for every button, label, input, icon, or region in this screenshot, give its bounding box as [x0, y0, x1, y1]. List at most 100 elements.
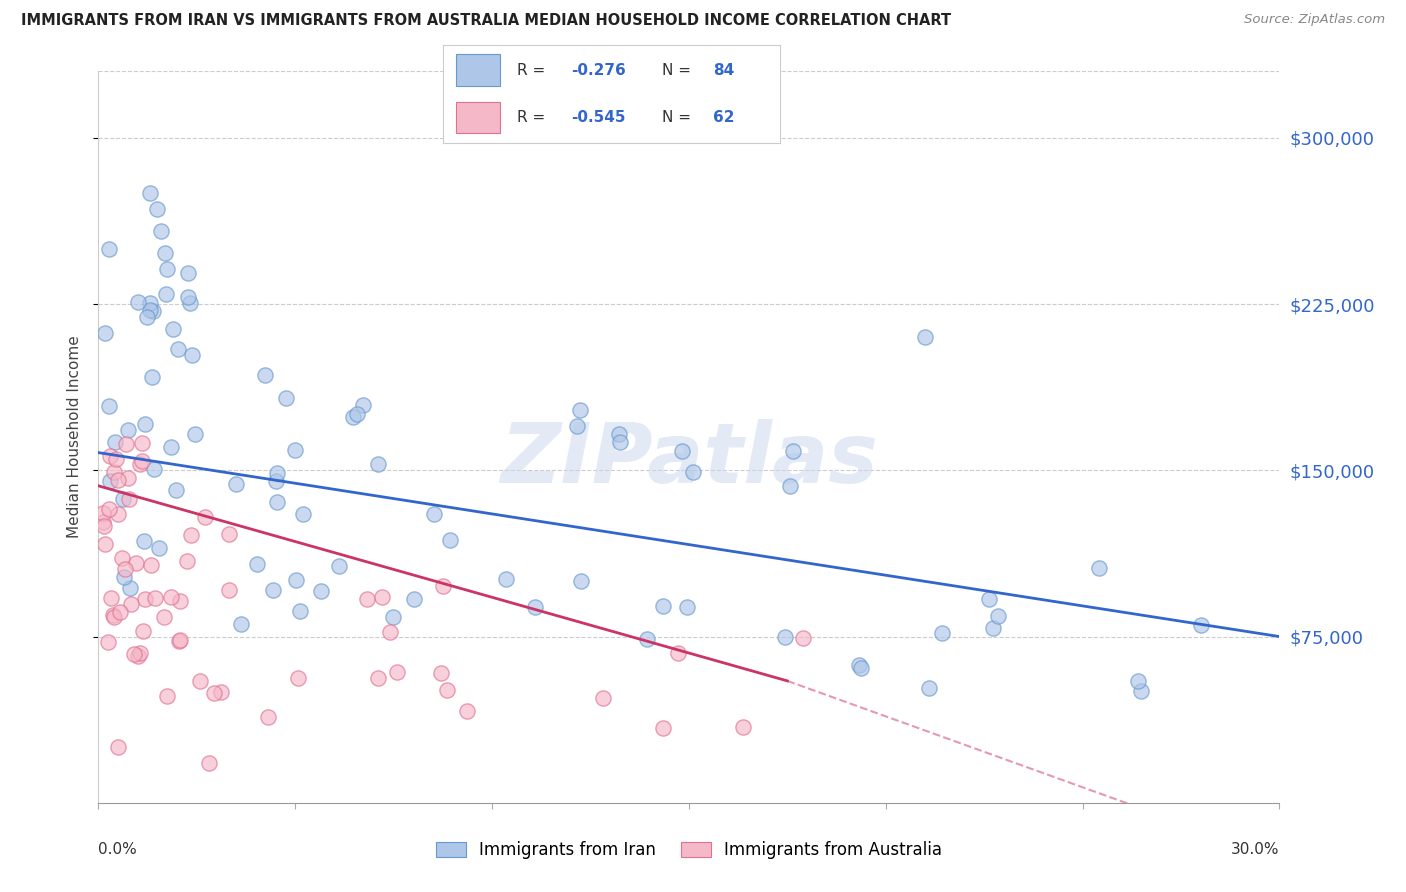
Point — [180, 527, 202, 541]
Point — [266, 466, 288, 480]
Text: R =: R = — [517, 62, 550, 78]
Point — [917, 681, 939, 695]
Text: R =: R = — [517, 110, 550, 125]
Point — [134, 417, 156, 431]
Point — [456, 704, 478, 718]
Point — [209, 685, 232, 699]
Point — [352, 398, 374, 412]
Point — [931, 626, 953, 640]
Text: 84: 84 — [713, 62, 734, 78]
Point — [111, 492, 134, 507]
Point — [98, 400, 121, 414]
Point — [775, 630, 797, 644]
Point — [292, 507, 315, 521]
Point — [179, 296, 201, 310]
Point — [181, 348, 204, 362]
Point — [132, 624, 155, 638]
Point — [779, 478, 801, 492]
Point — [138, 303, 160, 318]
Point — [97, 243, 120, 257]
Point — [118, 581, 141, 595]
Point — [101, 608, 124, 623]
Point — [225, 476, 247, 491]
Point — [184, 427, 207, 442]
Point — [328, 558, 350, 573]
Point — [987, 609, 1010, 624]
Point — [792, 631, 814, 645]
Point — [93, 519, 115, 533]
Point — [676, 599, 699, 614]
Point — [636, 632, 658, 646]
Point — [1130, 683, 1153, 698]
Text: N =: N = — [662, 62, 696, 78]
Point — [218, 527, 240, 541]
Point — [371, 590, 394, 604]
Point — [262, 583, 284, 598]
Point — [568, 403, 591, 417]
Point — [367, 671, 389, 685]
Point — [107, 740, 129, 755]
Point — [128, 646, 150, 660]
Point — [1088, 561, 1111, 575]
Point — [100, 591, 122, 606]
Point — [104, 435, 127, 450]
Point — [94, 537, 117, 551]
Point — [127, 294, 149, 309]
Y-axis label: Median Household Income: Median Household Income — [67, 335, 83, 539]
Point — [284, 443, 307, 458]
Point — [167, 634, 190, 648]
Point — [127, 649, 149, 664]
Point — [666, 646, 689, 660]
Point — [367, 457, 389, 471]
Point — [264, 475, 287, 489]
Point — [112, 570, 135, 584]
Point — [565, 419, 588, 434]
Point — [131, 454, 153, 468]
Point — [169, 594, 191, 608]
Point — [197, 756, 219, 770]
Bar — [457, 54, 501, 86]
Point — [276, 391, 298, 405]
Point — [652, 721, 675, 735]
Point — [91, 516, 114, 530]
Point — [592, 690, 614, 705]
Point — [849, 661, 872, 675]
Point — [202, 686, 225, 700]
Point — [607, 426, 630, 441]
Point — [782, 443, 804, 458]
Point — [129, 457, 152, 471]
Point — [231, 616, 253, 631]
Point — [110, 605, 132, 619]
Point — [117, 423, 139, 437]
Point — [266, 495, 288, 509]
Point — [134, 592, 156, 607]
Point — [107, 507, 129, 521]
Point — [125, 556, 148, 570]
Point — [98, 474, 121, 488]
Point — [979, 591, 1001, 606]
Point — [309, 584, 332, 599]
Point — [402, 592, 425, 607]
Point — [1128, 673, 1150, 688]
Point — [177, 266, 200, 280]
Text: N =: N = — [662, 110, 696, 125]
Point — [356, 591, 378, 606]
Point — [423, 507, 446, 521]
Point — [285, 574, 308, 588]
Point — [148, 541, 170, 555]
Point — [141, 370, 163, 384]
Text: 30.0%: 30.0% — [1232, 842, 1279, 856]
Point — [155, 246, 177, 260]
Point — [138, 296, 160, 310]
Point — [146, 202, 169, 216]
Point — [188, 674, 211, 689]
Point — [142, 304, 165, 318]
Point — [382, 609, 405, 624]
Point — [169, 632, 191, 647]
Text: ZIPatlas: ZIPatlas — [501, 418, 877, 500]
Point — [218, 583, 240, 598]
Point — [1189, 618, 1212, 632]
Point — [143, 462, 166, 476]
Point — [135, 310, 157, 324]
Point — [193, 510, 215, 524]
